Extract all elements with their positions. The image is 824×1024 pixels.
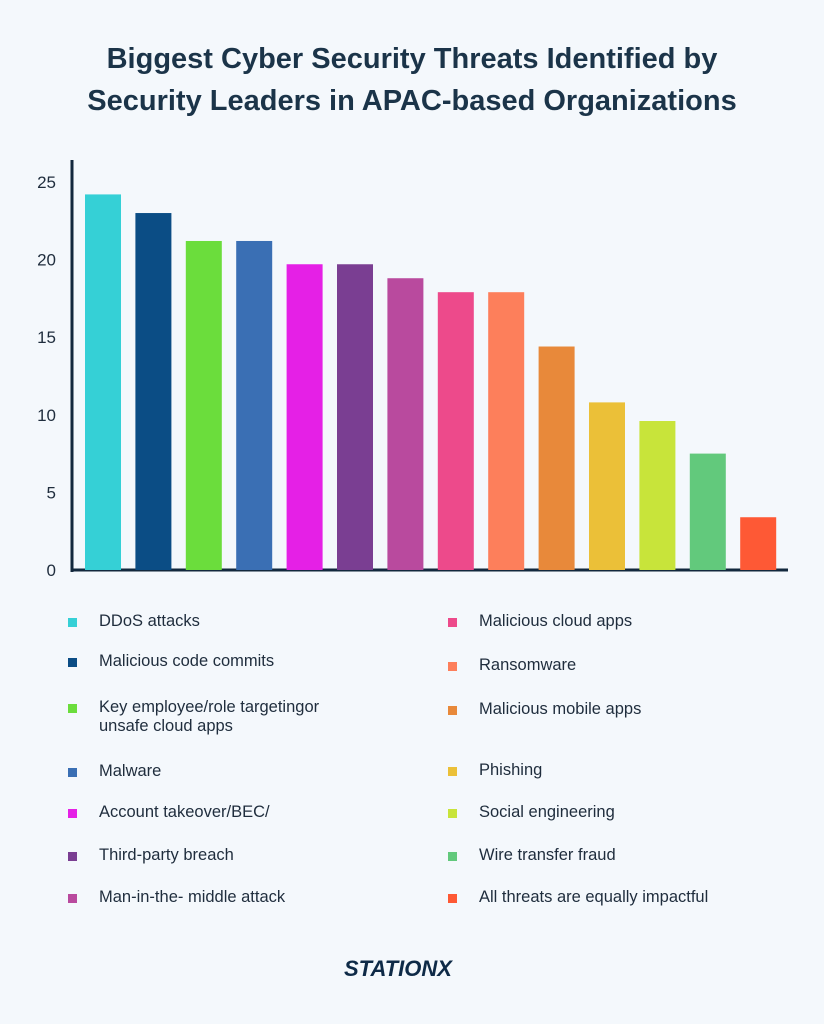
bar — [689, 453, 726, 570]
legend-swatch — [448, 706, 457, 715]
legend-swatch — [448, 662, 457, 671]
legend-swatch — [448, 852, 457, 861]
legend-swatch — [448, 767, 457, 776]
legend-swatch — [68, 768, 77, 777]
chart-title-line-2: Security Leaders in APAC-based Organizat… — [87, 85, 737, 117]
bar — [589, 402, 625, 570]
legend-label: Key employee/role targetingor unsafe clo… — [99, 698, 320, 735]
chart-title: Biggest Cyber Security Threats Identifie… — [40, 38, 784, 122]
legend-label: Malicious cloud apps — [479, 612, 633, 630]
bar — [437, 292, 474, 570]
legend-item: All threats are equally impactful — [448, 888, 769, 907]
bar — [236, 240, 273, 570]
bar — [85, 194, 121, 570]
y-tick-label: 20 — [37, 251, 56, 270]
legend-item: Wire transfer fraud — [448, 846, 769, 865]
legend-label: Social engineering — [479, 803, 615, 821]
bar — [488, 292, 525, 570]
legend-swatch — [448, 894, 457, 903]
y-tick-label: 25 — [37, 173, 56, 192]
y-tick-label: 5 — [47, 483, 56, 502]
legend-label: Man-in-the- middle attack — [99, 888, 286, 906]
legend-item: Key employee/role targetingor unsafe clo… — [68, 698, 369, 736]
bar — [639, 421, 676, 570]
bar — [740, 517, 777, 570]
legend-swatch — [68, 704, 77, 713]
bar-chart: 0 5 10 15 20 25 — [37, 160, 788, 580]
stationx-logo-text: STATIONX — [344, 956, 453, 981]
legend-label: Ransomware — [479, 656, 577, 674]
legend-label: Phishing — [479, 761, 543, 779]
legend-item: Malicious code commits — [68, 652, 389, 671]
legend-label: Malicious mobile apps — [479, 700, 642, 718]
y-tick-label: 15 — [37, 328, 56, 347]
legend-swatch — [68, 809, 77, 818]
legend-item: Malicious cloud apps — [448, 612, 769, 631]
legend-item: Man-in-the- middle attack — [68, 888, 389, 907]
legend-swatch — [68, 852, 77, 861]
y-tick-label: 10 — [37, 406, 56, 425]
legend-item: Phishing — [448, 761, 769, 780]
chart-title-line-1: Biggest Cyber Security Threats Identifie… — [106, 43, 718, 75]
legend-label: Malware — [99, 762, 162, 780]
bar — [538, 346, 575, 570]
legend-item: DDoS attacks — [68, 612, 389, 631]
legend-swatch — [68, 658, 77, 667]
legend-item: Social engineering — [448, 803, 769, 822]
legend-label: Account takeover/BEC/ — [99, 803, 270, 821]
stationx-logo: STATIONX — [344, 956, 453, 981]
bar — [387, 278, 424, 570]
legend-label: Malicious code commits — [99, 652, 275, 670]
legend-swatch — [68, 894, 77, 903]
legend-item: Third-party breach — [68, 846, 389, 865]
legend-item: Malicious mobile apps — [448, 700, 769, 719]
bar — [337, 264, 373, 570]
legend-item: Ransomware — [448, 656, 769, 675]
bar — [185, 240, 222, 570]
legend-label: DDoS attacks — [99, 612, 200, 630]
y-tick-label: 0 — [47, 561, 56, 580]
legend-item: Malware — [68, 762, 389, 781]
bar — [286, 264, 323, 570]
legend-swatch — [448, 618, 457, 627]
legend-item: Account takeover/BEC/ — [68, 803, 389, 822]
legend-label: Wire transfer fraud — [479, 846, 616, 864]
legend-swatch — [68, 618, 77, 627]
bar — [135, 213, 172, 571]
legend-swatch — [448, 809, 457, 818]
legend-label: All threats are equally impactful — [479, 888, 709, 906]
legend-label: Third-party breach — [99, 846, 234, 864]
